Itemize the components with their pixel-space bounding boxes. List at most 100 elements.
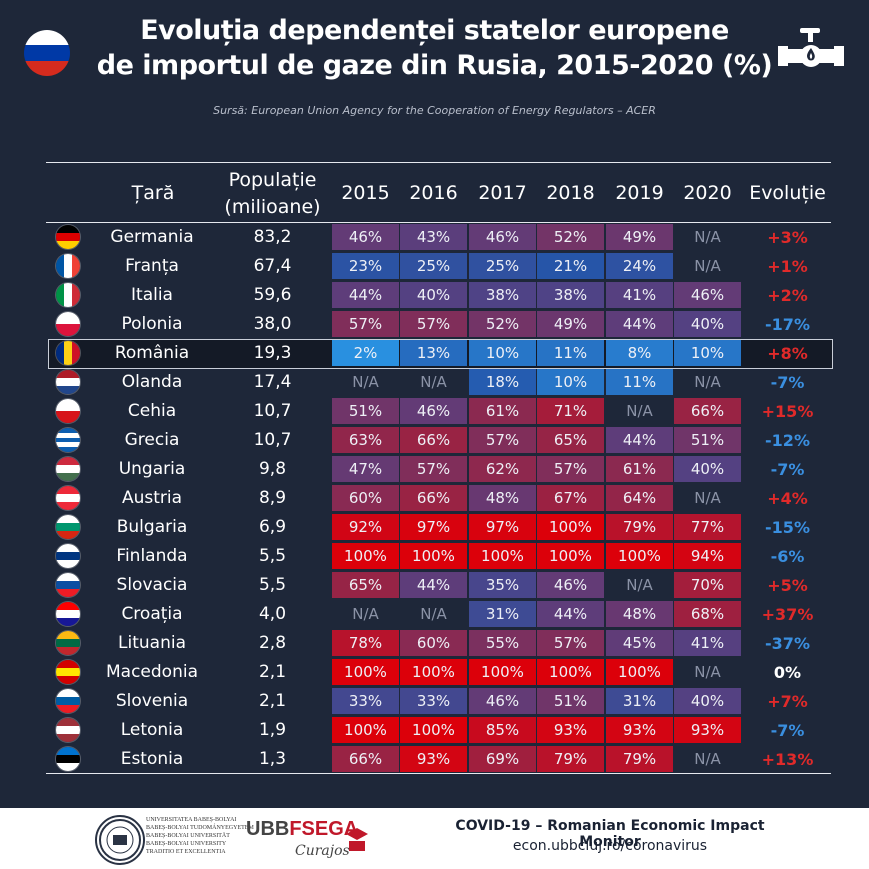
- population-value: 5,5: [258, 575, 287, 595]
- russia-flag-icon: [24, 30, 70, 76]
- value-cell: N/A: [694, 489, 721, 507]
- value-cell: N/A: [420, 605, 447, 623]
- flag-icon: [56, 370, 80, 394]
- flag-icon: [56, 457, 80, 481]
- header-country: Țară: [131, 182, 175, 204]
- value-cell: 60%: [400, 630, 467, 656]
- population-value: 9,8: [258, 459, 287, 479]
- value-cell: 69%: [469, 746, 536, 772]
- country-name: Italia: [131, 285, 173, 305]
- value-cell: 52%: [537, 224, 604, 250]
- value-cell: 66%: [400, 485, 467, 511]
- value-cell: 93%: [674, 717, 741, 743]
- flag-icon: [56, 225, 80, 249]
- population-value: 17,4: [253, 372, 292, 392]
- table-bottom-rule: [46, 773, 831, 774]
- value-cell: 51%: [537, 688, 604, 714]
- value-cell: 100%: [469, 543, 536, 569]
- value-cell: 11%: [606, 369, 673, 395]
- evolution-value: +2%: [767, 286, 808, 305]
- value-cell: 43%: [400, 224, 467, 250]
- flag-icon: [56, 689, 80, 713]
- value-cell: 92%: [332, 514, 399, 540]
- population-value: 8,9: [258, 488, 287, 508]
- country-name: Olanda: [121, 372, 183, 392]
- evolution-value: -6%: [770, 547, 805, 566]
- evolution-value: -12%: [765, 431, 810, 450]
- value-cell: 31%: [606, 688, 673, 714]
- monitor-title: COVID-19 – Romanian Economic Impact Moni…: [455, 818, 765, 850]
- value-cell: 10%: [674, 340, 741, 366]
- flag-icon: [56, 428, 80, 452]
- value-cell: 11%: [537, 340, 604, 366]
- evolution-value: 0%: [773, 663, 802, 682]
- value-cell: 31%: [469, 601, 536, 627]
- country-name: Macedonia: [106, 662, 198, 682]
- value-cell: N/A: [626, 402, 653, 420]
- value-cell: 57%: [469, 427, 536, 453]
- evolution-value: +5%: [767, 576, 808, 595]
- country-name: Polonia: [121, 314, 183, 334]
- value-cell: 44%: [332, 282, 399, 308]
- value-cell: 94%: [674, 543, 741, 569]
- value-cell: 45%: [606, 630, 673, 656]
- population-value: 10,7: [253, 430, 292, 450]
- header-year-2018: 2018: [546, 182, 595, 204]
- value-cell: 79%: [606, 746, 673, 772]
- fsega-logo-ubb: UBB: [246, 818, 290, 840]
- curajos-logo: Curajos: [295, 843, 350, 859]
- value-cell: 61%: [469, 398, 536, 424]
- fsega-badge-icon: [344, 827, 370, 853]
- value-cell: 47%: [332, 456, 399, 482]
- chart-source: Sursă: European Union Agency for the Coo…: [213, 104, 656, 117]
- value-cell: 35%: [469, 572, 536, 598]
- table-header-rule: [46, 222, 831, 223]
- value-cell: 13%: [400, 340, 467, 366]
- value-cell: 64%: [606, 485, 673, 511]
- evolution-value: +15%: [761, 402, 814, 421]
- population-value: 2,8: [258, 633, 287, 653]
- header-year-2017: 2017: [478, 182, 527, 204]
- value-cell: 38%: [537, 282, 604, 308]
- country-name: Franța: [125, 256, 179, 276]
- value-cell: 97%: [400, 514, 467, 540]
- country-name: Bulgaria: [116, 517, 188, 537]
- value-cell: 49%: [537, 311, 604, 337]
- chart-title-line2: de importul de gaze din Rusia, 2015-2020…: [96, 50, 773, 81]
- country-name: Cehia: [127, 401, 177, 421]
- value-cell: 38%: [469, 282, 536, 308]
- value-cell: N/A: [420, 373, 447, 391]
- value-cell: 57%: [400, 456, 467, 482]
- flag-icon: [56, 544, 80, 568]
- value-cell: 46%: [537, 572, 604, 598]
- population-value: 19,3: [253, 343, 292, 363]
- flag-icon: [56, 399, 80, 423]
- population-value: 6,9: [258, 517, 287, 537]
- value-cell: 57%: [537, 630, 604, 656]
- value-cell: 67%: [537, 485, 604, 511]
- population-value: 67,4: [253, 256, 292, 276]
- evolution-value: +8%: [767, 344, 808, 363]
- value-cell: N/A: [694, 373, 721, 391]
- value-cell: 44%: [606, 427, 673, 453]
- value-cell: 21%: [537, 253, 604, 279]
- monitor-url[interactable]: econ.ubbcluj.ro/coronavirus: [512, 838, 708, 854]
- flag-icon: [56, 283, 80, 307]
- value-cell: 71%: [537, 398, 604, 424]
- evolution-value: +3%: [767, 228, 808, 247]
- value-cell: 85%: [469, 717, 536, 743]
- population-value: 1,3: [258, 749, 287, 769]
- value-cell: 61%: [606, 456, 673, 482]
- header-year-2016: 2016: [409, 182, 458, 204]
- value-cell: 100%: [606, 659, 673, 685]
- value-cell: 40%: [674, 311, 741, 337]
- header-year-2015: 2015: [341, 182, 390, 204]
- country-name: Estonia: [120, 749, 184, 769]
- value-cell: 55%: [469, 630, 536, 656]
- population-value: 83,2: [253, 227, 292, 247]
- value-cell: 49%: [606, 224, 673, 250]
- ubb-seal-logo: [95, 815, 145, 865]
- header-year-2020: 2020: [683, 182, 732, 204]
- evolution-value: +37%: [761, 605, 814, 624]
- value-cell: 65%: [332, 572, 399, 598]
